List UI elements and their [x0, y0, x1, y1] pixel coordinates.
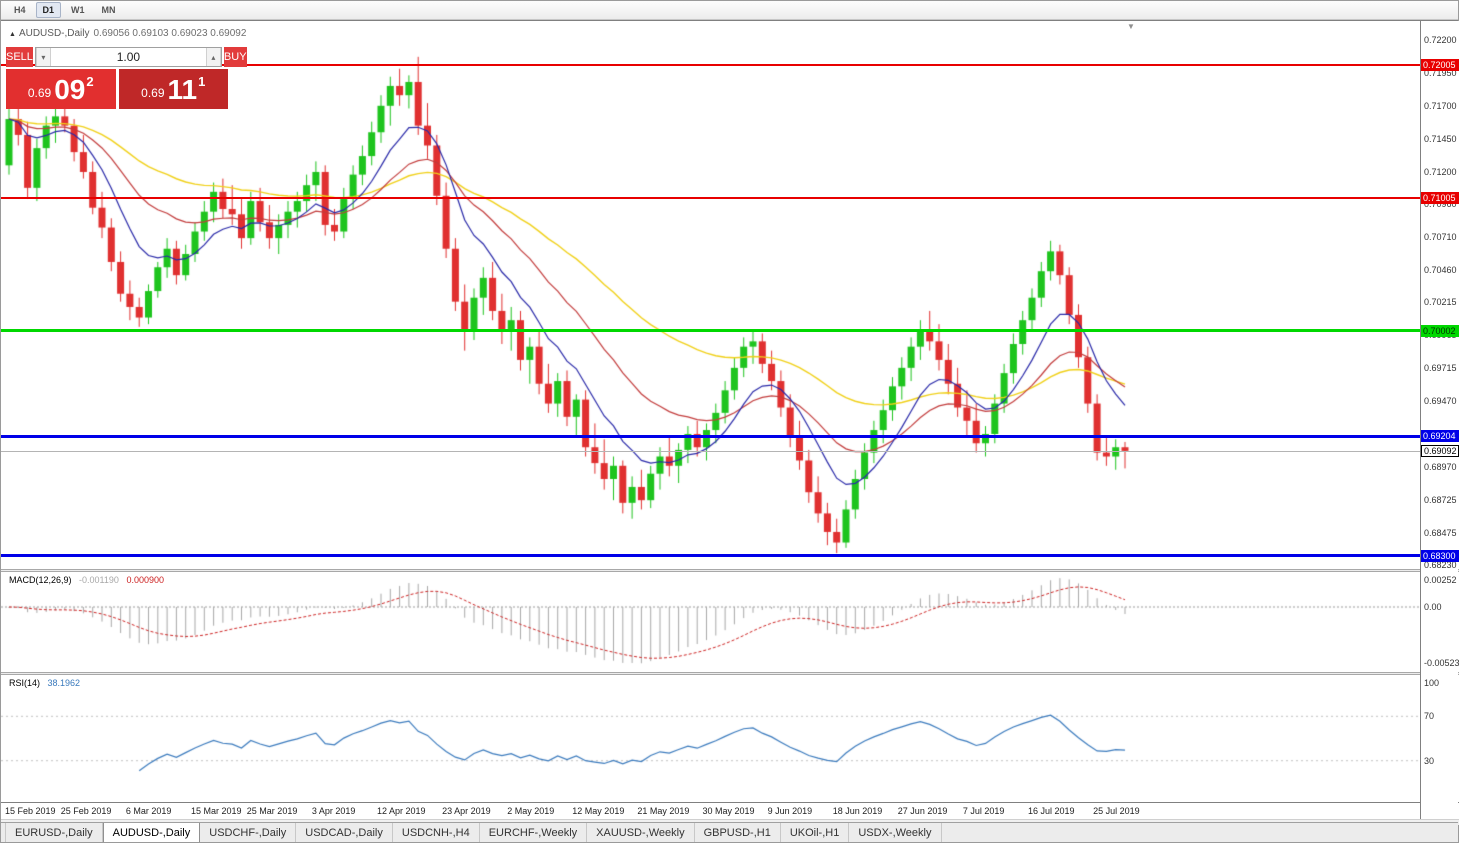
symbol-arrow-icon: ▲ — [9, 31, 16, 38]
macd-main-value: -0.001190 — [79, 575, 119, 585]
chart-tab-usdcad-daily[interactable]: USDCAD-,Daily — [296, 823, 393, 842]
sell-tab[interactable]: SELL — [6, 47, 33, 67]
macd-signal-value: 0.000900 — [126, 575, 164, 585]
chart-shift-marker-icon[interactable]: ▼ — [1127, 22, 1135, 31]
rsi-axis-tick-100: 100 — [1424, 678, 1439, 688]
date-label: 2 May 2019 — [507, 806, 554, 816]
chart-tab-gbpusd-h1[interactable]: GBPUSD-,H1 — [695, 823, 781, 842]
level-line-0.69204[interactable] — [1, 435, 1422, 438]
level-price-label-0.71005: 0.71005 — [1421, 192, 1459, 204]
macd-canvas[interactable] — [1, 572, 1422, 672]
buy-price-prefix: 0.69 — [141, 86, 164, 100]
volume-control: ▾ ▴ — [35, 47, 222, 67]
buy-price-pips: 11 — [168, 77, 198, 104]
volume-decrease-button[interactable]: ▾ — [36, 48, 51, 66]
sell-price-pips: 09 — [54, 77, 85, 104]
timeframe-button-mn[interactable]: MN — [95, 2, 123, 18]
price-tick-0.71450: 0.71450 — [1424, 134, 1457, 144]
macd-indicator-panel: MACD(12,26,9) -0.001190 0.000900 — [1, 572, 1459, 672]
date-label: 23 Apr 2019 — [442, 806, 491, 816]
date-label: 12 May 2019 — [572, 806, 624, 816]
price-tick-0.72200: 0.72200 — [1424, 35, 1457, 45]
date-label: 25 Jul 2019 — [1093, 806, 1140, 816]
macd-axis-tick-0.00252: 0.00252 — [1424, 575, 1457, 585]
sell-price-button[interactable]: 0.69 09 2 — [6, 69, 116, 109]
date-label: 7 Jul 2019 — [963, 806, 1005, 816]
date-label: 25 Feb 2019 — [61, 806, 112, 816]
level-line-0.68300[interactable] — [1, 554, 1422, 557]
level-price-label-0.68300: 0.68300 — [1421, 550, 1459, 562]
date-label: 27 Jun 2019 — [898, 806, 948, 816]
chart-tab-usdx-weekly[interactable]: USDX-,Weekly — [849, 823, 941, 842]
chart-symbol-label: AUDUSD-,Daily — [19, 28, 90, 39]
buy-tab[interactable]: BUY — [224, 47, 247, 67]
price-tick-0.68475: 0.68475 — [1424, 528, 1457, 538]
price-tick-0.71700: 0.71700 — [1424, 101, 1457, 111]
buy-price-button[interactable]: 0.69 11 1 — [119, 69, 229, 109]
rsi-label: RSI(14) 38.1962 — [9, 678, 80, 688]
chart-tab-ukoil-h1[interactable]: UKOil-,H1 — [781, 823, 850, 842]
price-tick-0.68725: 0.68725 — [1424, 495, 1457, 505]
sell-price-point: 2 — [86, 74, 93, 89]
date-label: 21 May 2019 — [637, 806, 689, 816]
chart-ohlc-values: 0.69056 0.69103 0.69023 0.69092 — [94, 28, 247, 39]
level-price-label-0.72005: 0.72005 — [1421, 59, 1459, 71]
price-tick-0.70215: 0.70215 — [1424, 297, 1457, 307]
date-label: 18 Jun 2019 — [833, 806, 883, 816]
date-label: 16 Jul 2019 — [1028, 806, 1075, 816]
chart-tab-eurchf-weekly[interactable]: EURCHF-,Weekly — [480, 823, 587, 842]
chart-tab-usdchf-daily[interactable]: USDCHF-,Daily — [200, 823, 296, 842]
timeframe-button-d1[interactable]: D1 — [36, 2, 62, 18]
rsi-canvas[interactable] — [1, 675, 1422, 802]
timeframe-button-w1[interactable]: W1 — [64, 2, 92, 18]
macd-name: MACD(12,26,9) — [9, 575, 72, 585]
level-price-label-0.70002: 0.70002 — [1421, 325, 1459, 337]
date-label: 3 Apr 2019 — [312, 806, 356, 816]
date-label: 25 Mar 2019 — [247, 806, 298, 816]
one-click-trading-widget: SELL ▾ ▴ BUY 0.69 09 2 0.69 — [6, 47, 228, 109]
date-label: 12 Apr 2019 — [377, 806, 426, 816]
rsi-indicator-panel: RSI(14) 38.1962 — [1, 675, 1459, 802]
macd-label: MACD(12,26,9) -0.001190 0.000900 — [9, 575, 164, 585]
macd-axis-tick-0.00: 0.00 — [1424, 602, 1442, 612]
sell-price-prefix: 0.69 — [28, 86, 51, 100]
level-line-0.71005[interactable] — [1, 197, 1422, 199]
timeframe-button-h4[interactable]: H4 — [7, 2, 33, 18]
current-price-line — [1, 451, 1422, 452]
volume-increase-button[interactable]: ▴ — [206, 48, 221, 66]
price-tick-0.69470: 0.69470 — [1424, 396, 1457, 406]
date-label: 6 Mar 2019 — [126, 806, 172, 816]
chart-tab-xauusd-weekly[interactable]: XAUUSD-,Weekly — [587, 823, 694, 842]
price-tick-0.70710: 0.70710 — [1424, 232, 1457, 242]
date-label: 9 Jun 2019 — [768, 806, 813, 816]
date-axis: 15 Feb 2019 25 Feb 2019 6 Mar 2019 15 Mar 2… — [1, 802, 1459, 819]
price-tick-0.70460: 0.70460 — [1424, 265, 1457, 275]
chart-tab-audusd-daily[interactable]: AUDUSD-,Daily — [103, 823, 201, 842]
chart-window: ▲AUDUSD-,Daily 0.69056 0.69103 0.69023 0.… — [1, 20, 1458, 824]
chart-tab-usdcnh-h4[interactable]: USDCNH-,H4 — [393, 823, 480, 842]
level-line-0.70002[interactable] — [1, 329, 1422, 332]
price-axis[interactable]: 0.722000.719500.717000.714500.712000.709… — [1420, 21, 1458, 819]
level-price-label-0.69204: 0.69204 — [1421, 430, 1459, 442]
price-tick-0.68970: 0.68970 — [1424, 462, 1457, 472]
price-tick-0.71200: 0.71200 — [1424, 167, 1457, 177]
date-label: 15 Feb 2019 — [5, 806, 56, 816]
timeframe-toolbar: H4D1W1MN — [1, 1, 1458, 20]
price-chart-panel: ▲AUDUSD-,Daily 0.69056 0.69103 0.69023 0.… — [1, 21, 1459, 569]
rsi-axis-tick-30: 30 — [1424, 756, 1434, 766]
chart-tab-bar: EURUSD-,DailyAUDUSD-,DailyUSDCHF-,DailyU… — [1, 822, 1458, 842]
price-tick-0.69715: 0.69715 — [1424, 363, 1457, 373]
trading-terminal-window: H4D1W1MN ▲AUDUSD-,Daily0.69056 0.69103 0… — [0, 0, 1459, 843]
buy-price-point: 1 — [198, 74, 205, 89]
macd-axis-tick--0.00523: -0.00523 — [1424, 658, 1459, 668]
rsi-name: RSI(14) — [9, 678, 40, 688]
chart-tab-eurusd-daily[interactable]: EURUSD-,Daily — [5, 823, 103, 842]
date-label: 30 May 2019 — [703, 806, 755, 816]
rsi-axis-tick-70: 70 — [1424, 711, 1434, 721]
rsi-value: 38.1962 — [48, 678, 81, 688]
current-price-label: 0.69092 — [1421, 445, 1459, 457]
chart-title: ▲AUDUSD-,Daily 0.69056 0.69103 0.69023 0.… — [9, 28, 246, 39]
date-label: 15 Mar 2019 — [191, 806, 242, 816]
volume-input[interactable] — [51, 48, 206, 66]
